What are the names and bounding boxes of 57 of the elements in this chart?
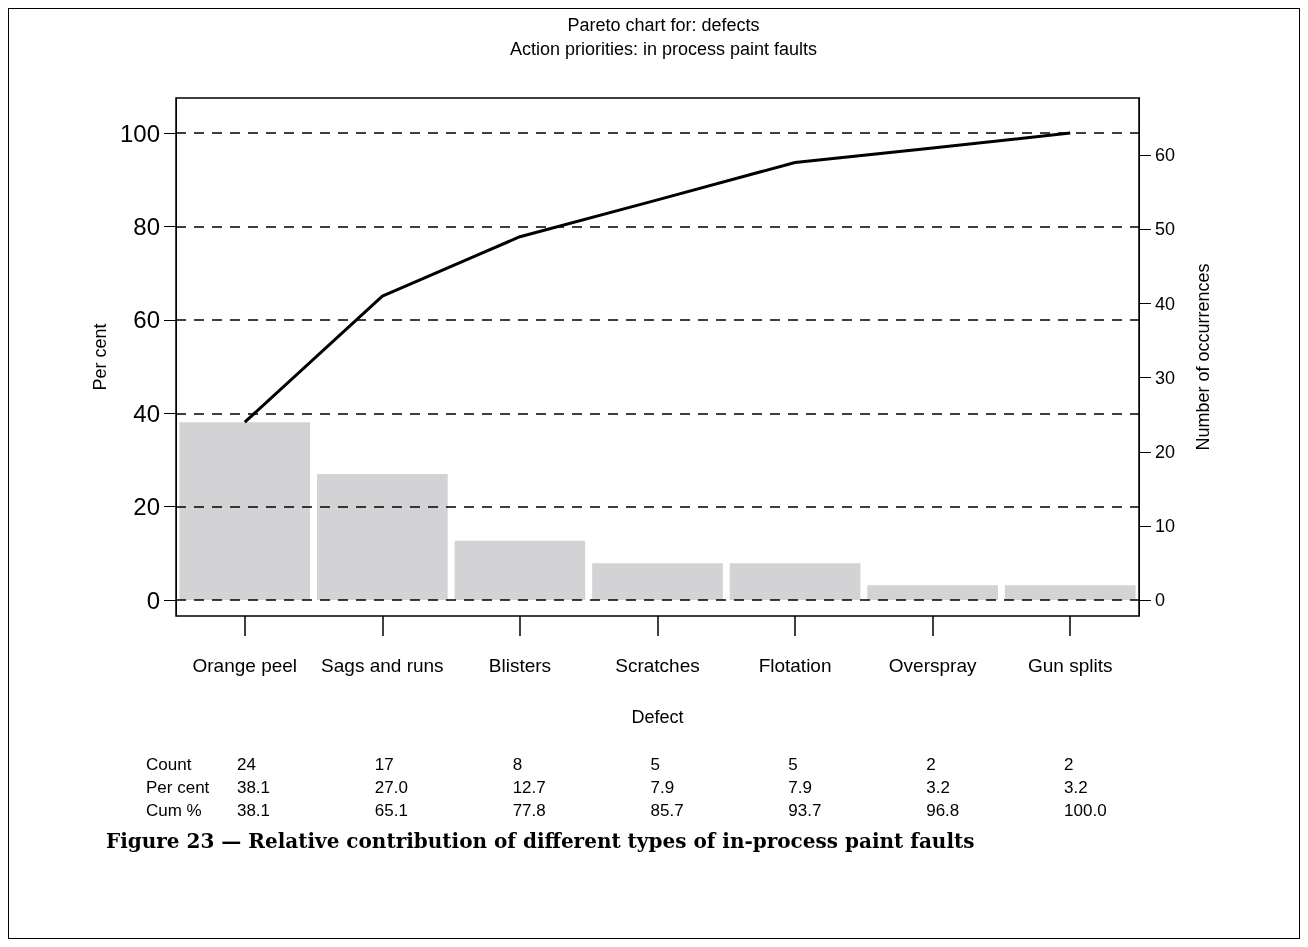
chart-title: Pareto chart for: defects xyxy=(567,15,760,35)
y-tick-label: 100 xyxy=(119,119,160,147)
data-label: 100.0 xyxy=(1064,801,1107,820)
x-tick-label: Scratches xyxy=(615,655,700,676)
x-tick-label: Sags and runs xyxy=(321,655,444,676)
text: 5 xyxy=(788,755,798,774)
y2-tick-label: 40 xyxy=(1155,293,1176,314)
y2-tick-label: 10 xyxy=(1155,515,1176,536)
text: 5 xyxy=(650,755,660,774)
data-label: 7.9 xyxy=(788,778,812,797)
y-tick-label: 80 xyxy=(133,212,160,240)
bar xyxy=(729,563,861,601)
text: 2 xyxy=(1064,755,1074,774)
x-tick-label: Overspray xyxy=(888,655,977,676)
text: Count xyxy=(146,755,192,774)
x-tick-label: Gun splits xyxy=(1027,655,1113,676)
data-label: 85.7 xyxy=(650,801,684,820)
y-axis-title: Per cent xyxy=(90,323,111,391)
x-tick-label: Blisters xyxy=(488,655,552,676)
bar xyxy=(179,422,311,601)
x-axis-title: Defect xyxy=(631,707,684,727)
data-label: 38.1 xyxy=(236,778,271,797)
data-label: 38.1 xyxy=(236,801,271,820)
y2-tick-label: 20 xyxy=(1155,441,1176,462)
data-label: 3.2 xyxy=(1064,778,1088,797)
y-tick-label: 0 xyxy=(146,586,160,614)
text: 24 xyxy=(236,755,256,774)
data-label: 7.9 xyxy=(650,778,675,797)
x-tick-label: Flotation xyxy=(758,655,832,676)
data-label: 77.8 xyxy=(512,801,546,820)
y2-tick-label: 60 xyxy=(1155,145,1176,166)
x-tick-label: Orange peel xyxy=(192,655,298,676)
text: Cum % xyxy=(146,801,202,820)
bar xyxy=(592,563,723,601)
bar xyxy=(1004,585,1136,601)
text: 17 xyxy=(374,755,394,774)
bar xyxy=(454,540,586,601)
y2-tick-label: 30 xyxy=(1155,367,1176,388)
data-label: 27.0 xyxy=(374,778,408,797)
text: Per cent xyxy=(146,778,210,797)
data-label: 96.8 xyxy=(926,801,960,820)
caption: Figure 23 — Relative contribution of different types of in-process paint faults xyxy=(106,829,975,853)
y2-tick-label: 50 xyxy=(1155,219,1176,240)
text: 8 xyxy=(512,755,523,774)
data-label: 3.2 xyxy=(926,778,950,797)
y2-tick-label: 0 xyxy=(1155,590,1166,611)
y-tick-label: 20 xyxy=(133,493,160,521)
bar xyxy=(317,474,448,601)
data-label: 93.7 xyxy=(788,801,822,820)
bar xyxy=(867,585,998,601)
data-label: 12.7 xyxy=(512,778,546,797)
y-tick-label: 40 xyxy=(133,399,160,427)
y-tick-label: 60 xyxy=(133,306,160,334)
y2-axis-title: Number of occurrences xyxy=(1193,263,1213,451)
data-label: 65.1 xyxy=(374,801,408,820)
chart-subtitle: Action priorities: in process paint faults xyxy=(509,39,818,59)
text: 2 xyxy=(926,755,936,774)
